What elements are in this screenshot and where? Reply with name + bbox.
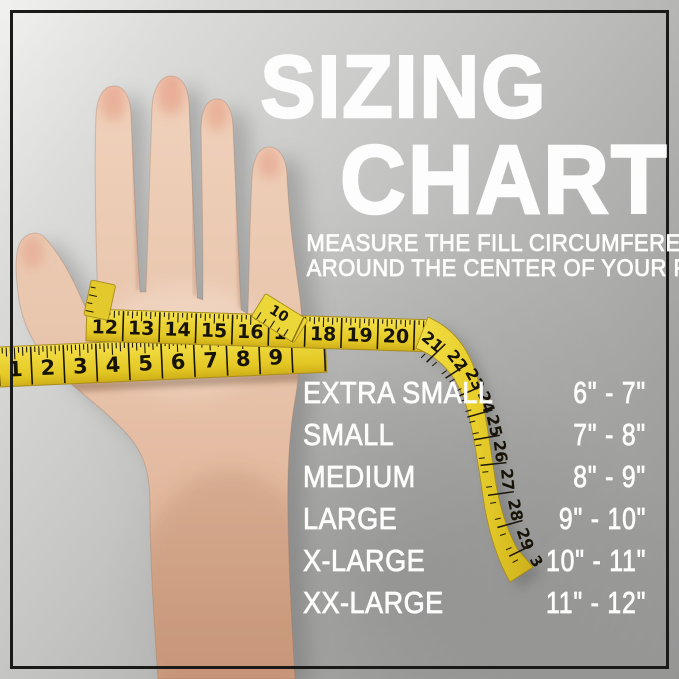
svg-text:5: 5	[138, 351, 154, 376]
svg-text:9: 9	[268, 345, 284, 370]
size-label: SMALL	[303, 417, 395, 453]
svg-text:15: 15	[200, 320, 227, 343]
svg-text:7: 7	[203, 348, 219, 373]
size-table-row: EXTRA SMALL 6" - 7"	[303, 372, 646, 414]
subtitle-line-1: MEASURE THE FILL CIRCUMFERENCE	[306, 230, 679, 257]
size-table-row: MEDIUM 8" - 9"	[303, 456, 646, 498]
size-range: 9" - 10"	[558, 501, 646, 537]
size-range: 10" - 11"	[545, 543, 646, 579]
size-table-row: X-LARGE 10" - 11"	[303, 540, 646, 582]
size-range: 11" - 12"	[545, 585, 646, 621]
svg-text:12: 12	[91, 316, 118, 339]
svg-text:19: 19	[346, 324, 373, 347]
size-range: 7" - 8"	[573, 417, 646, 453]
size-table-row: XX-LARGE 11" - 12"	[303, 582, 646, 624]
title-text-chart: CHART	[338, 124, 668, 236]
subtitle-line-2: AROUND THE CENTER OF YOUR PALM	[306, 255, 679, 282]
size-label: EXTRA SMALL	[303, 375, 494, 411]
page-title-line-1: SIZING	[242, 36, 547, 138]
subtitle: MEASURE THE FILL CIRCUMFERENCE AROUND TH…	[288, 231, 679, 282]
svg-text:25: 25	[483, 413, 507, 439]
svg-text:27: 27	[497, 468, 518, 492]
svg-text:16: 16	[237, 321, 264, 344]
svg-text:20: 20	[382, 325, 409, 348]
svg-text:26: 26	[490, 439, 512, 463]
size-table: EXTRA SMALL 6" - 7" SMALL 7" - 8" MEDIUM…	[303, 372, 646, 624]
svg-text:1: 1	[7, 357, 23, 382]
size-table-row: LARGE 9" - 10"	[303, 498, 646, 540]
tape-fold-left	[83, 279, 116, 321]
svg-text:18: 18	[310, 323, 337, 346]
svg-text:13: 13	[128, 317, 155, 340]
size-label: LARGE	[303, 501, 398, 537]
svg-text:6: 6	[170, 350, 186, 375]
svg-text:14: 14	[164, 318, 191, 341]
svg-text:2: 2	[40, 356, 56, 381]
size-range: 8" - 9"	[573, 459, 646, 495]
svg-text:8: 8	[235, 347, 251, 372]
title-text-sizing: SIZING	[259, 36, 547, 138]
size-range: 6" - 7"	[573, 375, 646, 411]
page-title-line-2: CHART	[319, 124, 668, 236]
size-label: X-LARGE	[303, 543, 426, 579]
svg-text:4: 4	[105, 353, 121, 378]
size-label: XX-LARGE	[303, 585, 444, 621]
svg-text:28: 28	[504, 497, 527, 522]
size-table-row: SMALL 7" - 8"	[303, 414, 646, 456]
svg-text:3: 3	[73, 354, 89, 379]
size-label: MEDIUM	[303, 459, 416, 495]
